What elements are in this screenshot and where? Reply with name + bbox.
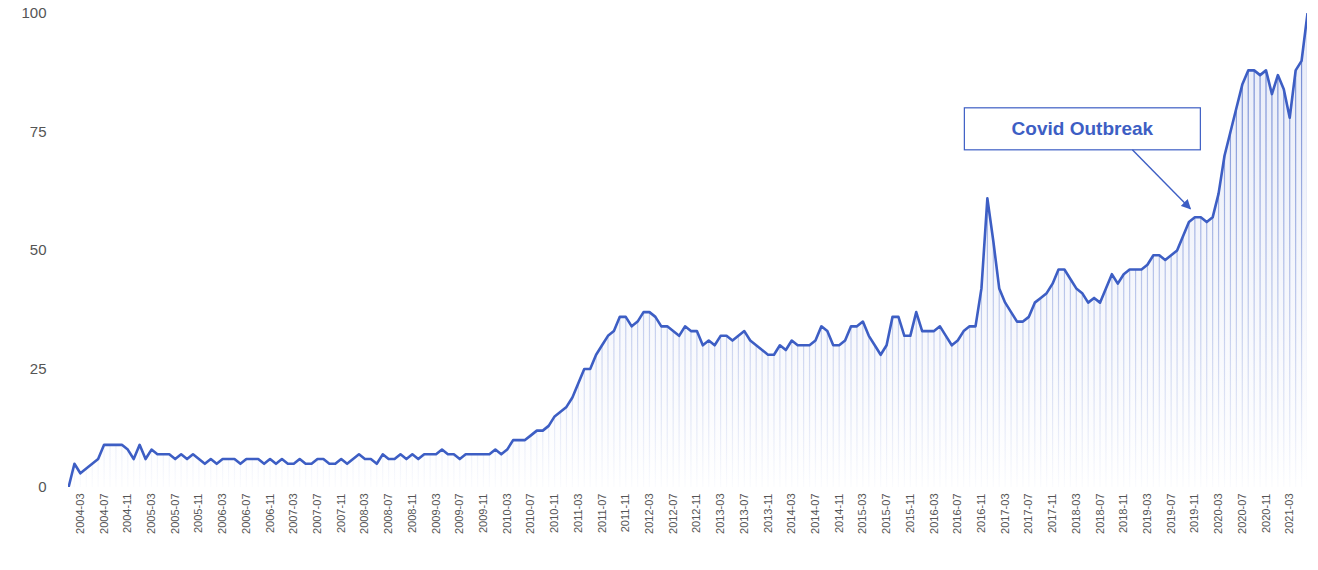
svg-text:2010-07: 2010-07 xyxy=(524,494,536,534)
svg-text:2013-03: 2013-03 xyxy=(714,494,726,534)
svg-text:2016-03: 2016-03 xyxy=(928,494,940,534)
svg-text:2005-03: 2005-03 xyxy=(145,494,157,534)
svg-text:2008-07: 2008-07 xyxy=(382,494,394,534)
svg-text:2018-03: 2018-03 xyxy=(1070,494,1082,534)
svg-text:2009-07: 2009-07 xyxy=(453,494,465,534)
svg-text:2007-07: 2007-07 xyxy=(311,494,323,534)
svg-text:2020-03: 2020-03 xyxy=(1212,494,1224,534)
svg-text:2009-11: 2009-11 xyxy=(477,494,489,534)
svg-text:2010-03: 2010-03 xyxy=(501,494,513,534)
svg-text:2018-11: 2018-11 xyxy=(1117,494,1129,534)
svg-text:2018-07: 2018-07 xyxy=(1094,494,1106,534)
svg-text:2014-03: 2014-03 xyxy=(785,494,797,534)
svg-text:2014-11: 2014-11 xyxy=(833,494,845,534)
svg-text:2011-03: 2011-03 xyxy=(572,494,584,534)
svg-text:2017-11: 2017-11 xyxy=(1046,494,1058,534)
svg-text:2019-11: 2019-11 xyxy=(1188,494,1200,534)
svg-text:2004-03: 2004-03 xyxy=(74,494,86,534)
svg-text:25: 25 xyxy=(30,360,47,377)
svg-text:2011-11: 2011-11 xyxy=(619,494,631,533)
svg-text:2008-11: 2008-11 xyxy=(406,494,418,534)
svg-text:2021-03: 2021-03 xyxy=(1283,494,1295,534)
svg-text:2010-11: 2010-11 xyxy=(548,494,560,534)
svg-text:2011-07: 2011-07 xyxy=(596,494,608,534)
svg-text:2020-07: 2020-07 xyxy=(1236,494,1248,534)
svg-text:2017-03: 2017-03 xyxy=(999,494,1011,534)
svg-text:2007-03: 2007-03 xyxy=(287,494,299,534)
svg-text:2015-11: 2015-11 xyxy=(904,494,916,534)
svg-text:2005-07: 2005-07 xyxy=(169,494,181,534)
svg-text:2017-07: 2017-07 xyxy=(1022,494,1034,534)
svg-text:2016-07: 2016-07 xyxy=(951,494,963,534)
svg-text:2005-11: 2005-11 xyxy=(192,494,204,534)
svg-text:2006-11: 2006-11 xyxy=(264,494,276,534)
svg-text:100: 100 xyxy=(21,4,46,21)
svg-text:2007-11: 2007-11 xyxy=(335,494,347,534)
svg-text:2019-03: 2019-03 xyxy=(1141,494,1153,534)
svg-text:2019-07: 2019-07 xyxy=(1165,494,1177,534)
svg-text:2013-11: 2013-11 xyxy=(762,494,774,534)
svg-text:2009-03: 2009-03 xyxy=(430,494,442,534)
svg-text:2004-11: 2004-11 xyxy=(121,494,133,534)
svg-text:2015-03: 2015-03 xyxy=(856,494,868,534)
svg-text:2006-03: 2006-03 xyxy=(216,494,228,534)
svg-text:0: 0 xyxy=(38,478,46,495)
svg-text:Covid Outbreak: Covid Outbreak xyxy=(1012,118,1154,139)
svg-text:75: 75 xyxy=(30,123,47,140)
svg-text:2016-11: 2016-11 xyxy=(975,494,987,534)
svg-text:2013-07: 2013-07 xyxy=(738,494,750,534)
svg-text:2012-11: 2012-11 xyxy=(690,494,702,534)
svg-text:2020-11: 2020-11 xyxy=(1260,494,1272,534)
svg-text:2008-03: 2008-03 xyxy=(358,494,370,534)
svg-text:50: 50 xyxy=(30,241,47,258)
svg-text:2015-07: 2015-07 xyxy=(880,494,892,534)
svg-text:2012-03: 2012-03 xyxy=(643,494,655,534)
svg-text:2004-07: 2004-07 xyxy=(98,494,110,534)
svg-text:2006-07: 2006-07 xyxy=(240,494,252,534)
svg-text:2012-07: 2012-07 xyxy=(667,494,679,534)
svg-text:2014-07: 2014-07 xyxy=(809,494,821,534)
